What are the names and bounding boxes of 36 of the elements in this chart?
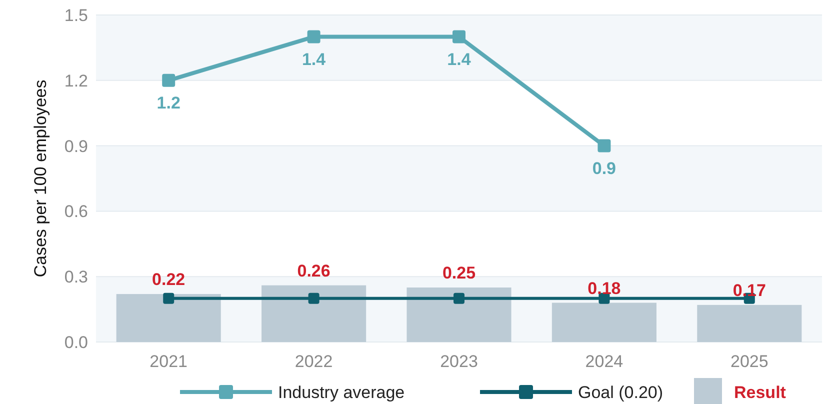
x-tick-label: 2024 [585, 352, 624, 371]
data-label: 0.25 [442, 264, 476, 282]
x-tick-label: 2021 [150, 352, 188, 371]
data-label: 0.18 [588, 278, 621, 298]
point [452, 30, 466, 44]
y-tick-label: 0.6 [64, 202, 88, 222]
point [308, 292, 320, 304]
y-tick-label: 0.3 [64, 268, 88, 287]
data-label: 0.26 [297, 261, 330, 280]
y-tick-label: 0.0 [64, 333, 88, 352]
point [162, 74, 176, 87]
point [307, 30, 320, 44]
y-tick-label: 1.5 [64, 6, 88, 25]
bar [552, 302, 656, 342]
point [163, 292, 174, 304]
data-label: 0.22 [152, 270, 186, 290]
legend-label: Goal (0.20) [578, 383, 664, 402]
data-label: 1.2 [156, 93, 180, 112]
bar [116, 294, 221, 342]
y-tick-label: 1.2 [64, 71, 88, 90]
y-tick-label: 0.9 [64, 136, 88, 156]
point [454, 292, 464, 304]
bar [262, 285, 366, 342]
legend-label: Industry average [278, 383, 405, 402]
bar [406, 288, 512, 342]
x-tick-label: 2025 [730, 352, 768, 371]
data-label: 1.4 [447, 50, 472, 69]
data-label: 0.17 [732, 280, 766, 300]
data-label: 0.9 [592, 158, 616, 178]
x-tick-label: 2023 [440, 352, 478, 371]
point [598, 139, 611, 152]
legend-label: Result [734, 383, 786, 402]
bar [697, 304, 802, 342]
x-tick-label: 2022 [294, 352, 333, 371]
data-label: 1.4 [302, 50, 326, 69]
y-axis-title: Cases per 100 employees [31, 80, 50, 278]
